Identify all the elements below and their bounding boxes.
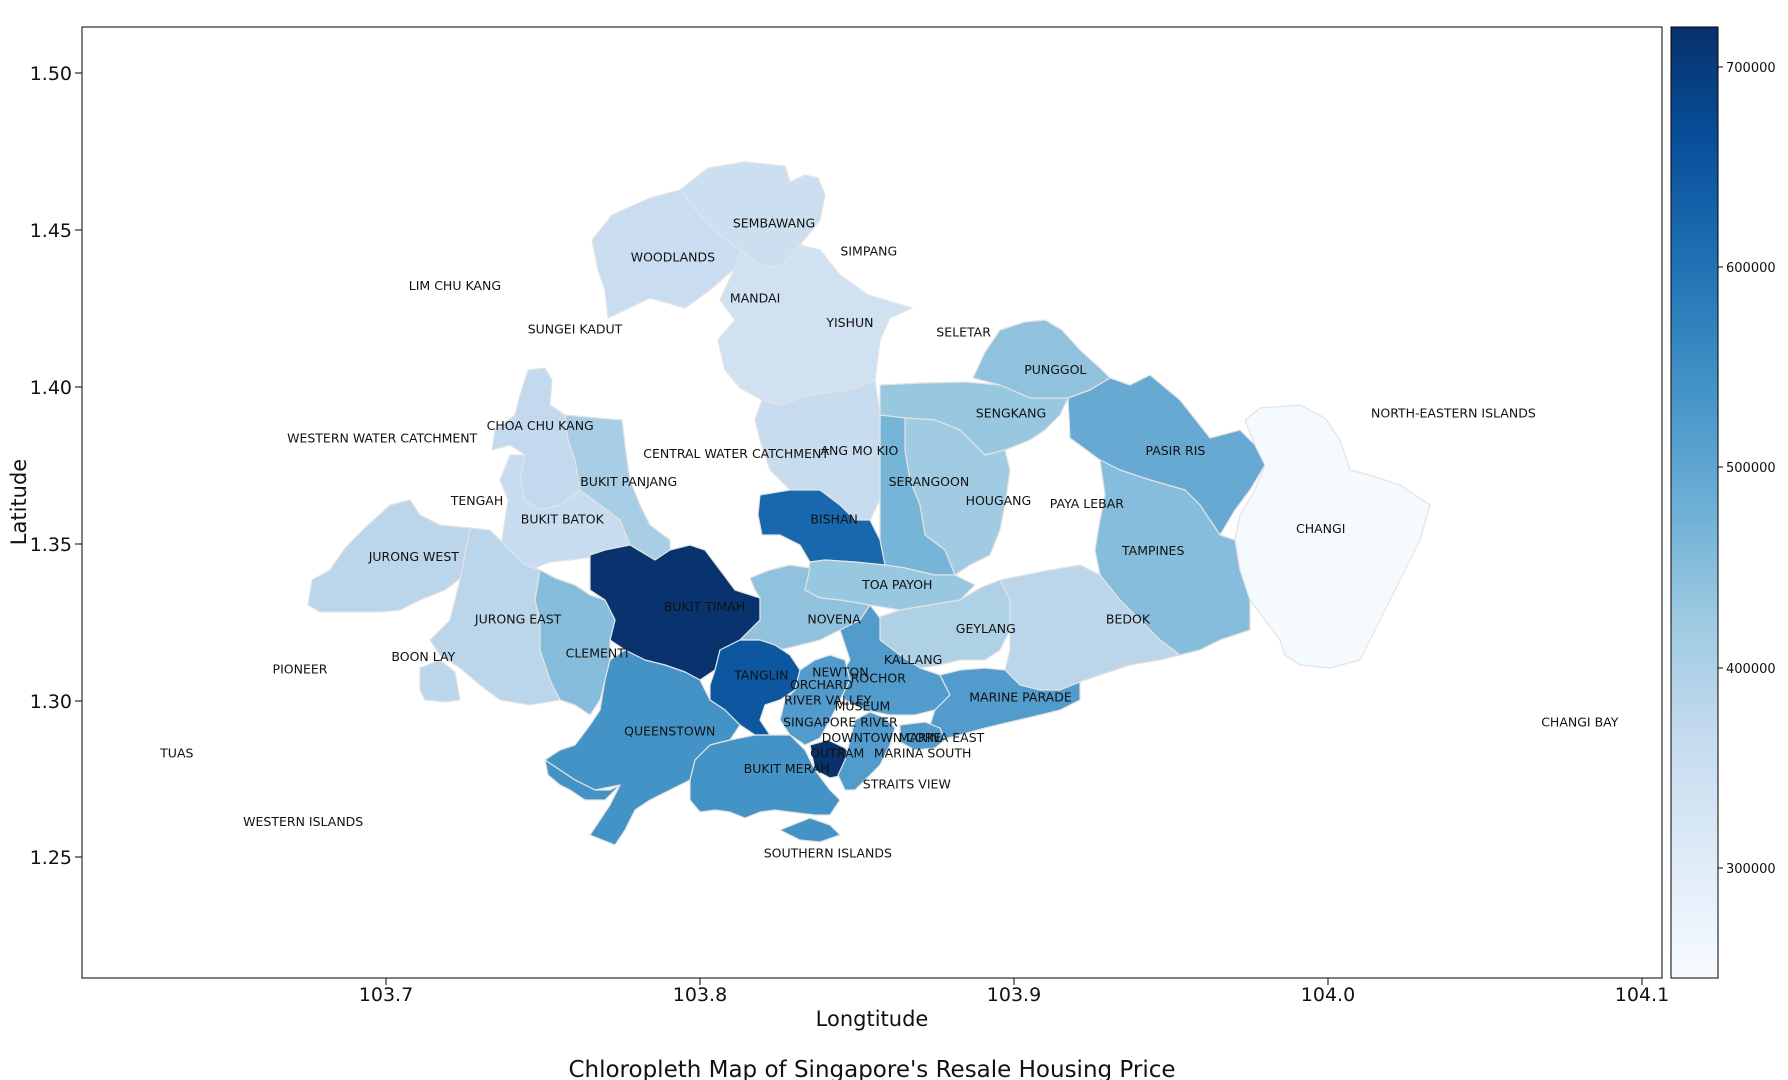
region-label-punggol: PUNGGOL bbox=[1024, 362, 1086, 377]
region-label-central-water-catchment: CENTRAL WATER CATCHMENT bbox=[643, 446, 829, 461]
region-label-sungei-kadut: SUNGEI KADUT bbox=[528, 321, 623, 336]
region-label-north-eastern-islands: NORTH-EASTERN ISLANDS bbox=[1371, 406, 1536, 421]
region-bedok bbox=[999, 564, 1181, 691]
region-label-geylang: GEYLANG bbox=[956, 621, 1016, 636]
region-label-pioneer: PIONEER bbox=[273, 661, 328, 676]
x-axis-title: Longtitude bbox=[816, 1007, 929, 1031]
region-label-toa-payoh: TOA PAYOH bbox=[861, 577, 932, 592]
region-boon-lay-piece bbox=[419, 659, 461, 703]
figure-caption: Chloropleth Map of Singapore's Resale Ho… bbox=[568, 1057, 1175, 1080]
region-label-bishan: BISHAN bbox=[810, 512, 858, 527]
region-label-choa-chu-kang: CHOA CHU KANG bbox=[487, 418, 594, 433]
region-label-kallang: KALLANG bbox=[884, 652, 942, 667]
x-tick-label: 104.1 bbox=[1615, 984, 1669, 1006]
region-label-museum: MUSEUM bbox=[835, 699, 891, 714]
y-tick-label: 1.25 bbox=[30, 847, 72, 869]
region-label-marina-south: MARINA SOUTH bbox=[874, 746, 972, 761]
region-changi bbox=[1234, 404, 1431, 669]
colorbar-gradient bbox=[1670, 26, 1719, 979]
region-central-mix bbox=[779, 654, 851, 746]
y-axis-title: Latitude bbox=[7, 459, 31, 545]
region-label-novena: NOVENA bbox=[807, 611, 861, 626]
region-label-pasir-ris: PASIR RIS bbox=[1145, 443, 1205, 458]
y-tick-label: 1.40 bbox=[30, 377, 72, 399]
region-marina-east bbox=[899, 721, 946, 751]
y-tick-label: 1.30 bbox=[30, 691, 72, 713]
region-label-changi-bay: CHANGI BAY bbox=[1541, 714, 1619, 729]
region-tampines bbox=[1094, 459, 1251, 656]
region-label-bukit-panjang: BUKIT PANJANG bbox=[580, 474, 677, 489]
x-tick-label: 103.8 bbox=[673, 984, 727, 1006]
region-label-downtown-core: DOWNTOWN CORE bbox=[822, 730, 942, 745]
region-label-tampines: TAMPINES bbox=[1121, 543, 1184, 558]
region-label-simpang: SIMPANG bbox=[840, 244, 897, 259]
region-label-seletar: SELETAR bbox=[936, 325, 991, 340]
region-label-bukit-merah: BUKIT MERAH bbox=[744, 761, 830, 776]
region-label-lim-chu-kang: LIM CHU KANG bbox=[409, 278, 501, 293]
region-label-sengkang: SENGKANG bbox=[976, 406, 1046, 421]
region-label-straits-view: STRAITS VIEW bbox=[863, 777, 951, 792]
region-label-boon-lay: BOON LAY bbox=[391, 649, 455, 664]
region-label-paya-lebar: PAYA LEBAR bbox=[1050, 496, 1124, 511]
region-label-jurong-east: JURONG EAST bbox=[474, 611, 562, 626]
region-label-southern-islands: SOUTHERN ISLANDS bbox=[764, 845, 892, 860]
region-label-mandai: MANDAI bbox=[730, 290, 780, 305]
region-label-bukit-batok: BUKIT BATOK bbox=[521, 512, 605, 527]
y-tick-label: 1.45 bbox=[30, 220, 72, 242]
x-axis: 103.7 103.8 103.9 104.0 104.1 bbox=[359, 978, 1669, 1006]
y-tick-label: 1.35 bbox=[30, 534, 72, 556]
region-label-tengah: TENGAH bbox=[450, 493, 504, 508]
region-label-sembawang: SEMBAWANG bbox=[733, 215, 815, 230]
region-jurong-east bbox=[429, 527, 561, 706]
x-tick-label: 104.0 bbox=[1301, 984, 1355, 1006]
y-tick-label: 1.50 bbox=[30, 63, 72, 85]
region-label-newton: NEWTON bbox=[812, 664, 868, 679]
region-bukit-merah bbox=[689, 734, 841, 819]
region-label-jurong-west: JURONG WEST bbox=[368, 549, 460, 564]
region-label-western-islands: WESTERN ISLANDS bbox=[243, 814, 363, 829]
region-label-orchard: ORCHARD bbox=[790, 677, 853, 692]
region-label-outram: OUTRAM bbox=[810, 746, 864, 761]
region-labels: SEMBAWANG WOODLANDS SIMPANG MANDAI LIM CHU K… bbox=[159, 215, 1619, 860]
x-tick-label: 103.9 bbox=[987, 984, 1041, 1006]
region-label-changi: CHANGI bbox=[1296, 521, 1345, 536]
region-clementi bbox=[534, 569, 616, 716]
region-woodlands bbox=[591, 189, 741, 319]
region-label-bedok: BEDOK bbox=[1106, 611, 1151, 626]
region-label-serangoon: SERANGOON bbox=[889, 474, 970, 489]
region-label-hougang: HOUGANG bbox=[966, 493, 1032, 508]
colorbar-tick-label: 600000 bbox=[1726, 261, 1776, 276]
region-label-clementi: CLEMENTI bbox=[566, 646, 629, 661]
region-label-tanglin: TANGLIN bbox=[733, 668, 788, 683]
region-queenstown-pier bbox=[544, 759, 621, 801]
colorbar-tick-label: 500000 bbox=[1726, 461, 1776, 476]
region-label-queenstown: QUEENSTOWN bbox=[624, 724, 715, 739]
region-label-river-valley: RIVER VALLEY bbox=[784, 693, 872, 708]
colorbar-tick-label: 300000 bbox=[1726, 862, 1776, 877]
colorbar: 300000 400000 500000 600000 700000 bbox=[1670, 26, 1776, 979]
region-label-marine-parade: MARINE PARADE bbox=[969, 689, 1072, 704]
region-label-yishun: YISHUN bbox=[825, 315, 873, 330]
region-jurong-west bbox=[307, 499, 481, 613]
region-label-woodlands: WOODLANDS bbox=[631, 250, 715, 265]
region-label-western-water-catchment: WESTERN WATER CATCHMENT bbox=[287, 431, 478, 446]
region-label-singapore-river: SINGAPORE RIVER bbox=[783, 714, 898, 729]
region-label-marina-east: MARINA EAST bbox=[899, 730, 985, 745]
region-label-ang-mo-kio: ANG MO KIO bbox=[820, 443, 898, 458]
region-sentosa bbox=[779, 817, 841, 843]
y-axis: 1.25 1.30 1.35 1.40 1.45 1.50 bbox=[30, 63, 82, 869]
region-label-rochor: ROCHOR bbox=[851, 671, 906, 686]
colorbar-tick-label: 700000 bbox=[1726, 61, 1776, 76]
colorbar-tick-label: 400000 bbox=[1726, 662, 1776, 677]
region-label-bukit-timah: BUKIT TIMAH bbox=[664, 599, 745, 614]
region-label-tuas: TUAS bbox=[159, 746, 193, 761]
x-tick-label: 103.7 bbox=[359, 984, 413, 1006]
region-downtown bbox=[837, 711, 896, 791]
